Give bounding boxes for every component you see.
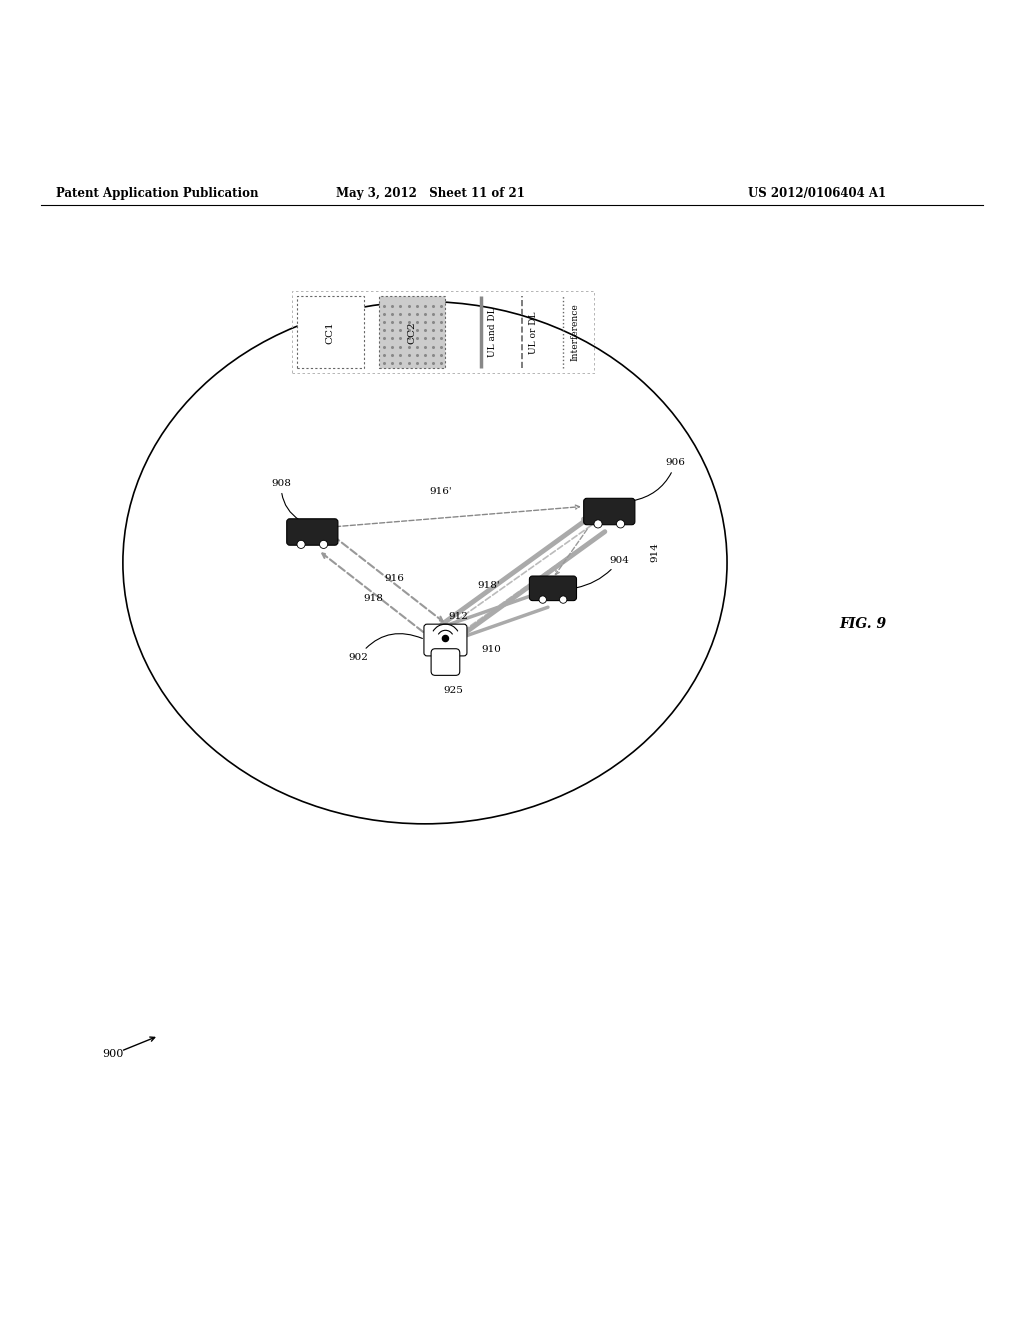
Text: 900: 900 — [102, 1049, 124, 1059]
Circle shape — [559, 595, 567, 603]
FancyBboxPatch shape — [287, 519, 338, 545]
Circle shape — [297, 540, 305, 548]
Text: UL or DL: UL or DL — [529, 312, 539, 354]
Text: 914: 914 — [650, 543, 659, 562]
FancyBboxPatch shape — [529, 576, 577, 601]
Circle shape — [442, 635, 449, 642]
Text: 916': 916' — [429, 487, 452, 495]
FancyBboxPatch shape — [379, 297, 445, 368]
Ellipse shape — [123, 301, 727, 824]
Text: CC2: CC2 — [408, 321, 417, 343]
Text: 908: 908 — [271, 479, 300, 520]
FancyBboxPatch shape — [297, 297, 364, 368]
Text: 910: 910 — [481, 645, 501, 655]
Text: FIG. 9: FIG. 9 — [840, 618, 887, 631]
Text: 916: 916 — [384, 574, 404, 582]
Text: UL and DL: UL and DL — [488, 308, 498, 358]
Text: 925: 925 — [443, 686, 464, 696]
Text: 906: 906 — [633, 458, 685, 500]
Text: Patent Application Publication: Patent Application Publication — [56, 186, 259, 199]
Text: 918': 918' — [477, 581, 501, 590]
FancyBboxPatch shape — [431, 648, 460, 676]
FancyBboxPatch shape — [584, 499, 635, 525]
Text: 904: 904 — [577, 556, 629, 587]
FancyBboxPatch shape — [424, 624, 467, 656]
Text: Interference: Interference — [570, 304, 580, 362]
Text: CC1: CC1 — [326, 321, 335, 343]
Circle shape — [616, 520, 625, 528]
Text: 912: 912 — [449, 612, 468, 620]
Circle shape — [594, 520, 602, 528]
Text: 902: 902 — [348, 634, 422, 663]
Circle shape — [539, 595, 547, 603]
Text: US 2012/0106404 A1: US 2012/0106404 A1 — [748, 186, 886, 199]
Text: May 3, 2012   Sheet 11 of 21: May 3, 2012 Sheet 11 of 21 — [336, 186, 524, 199]
Text: 918: 918 — [364, 594, 384, 603]
Circle shape — [319, 540, 328, 548]
